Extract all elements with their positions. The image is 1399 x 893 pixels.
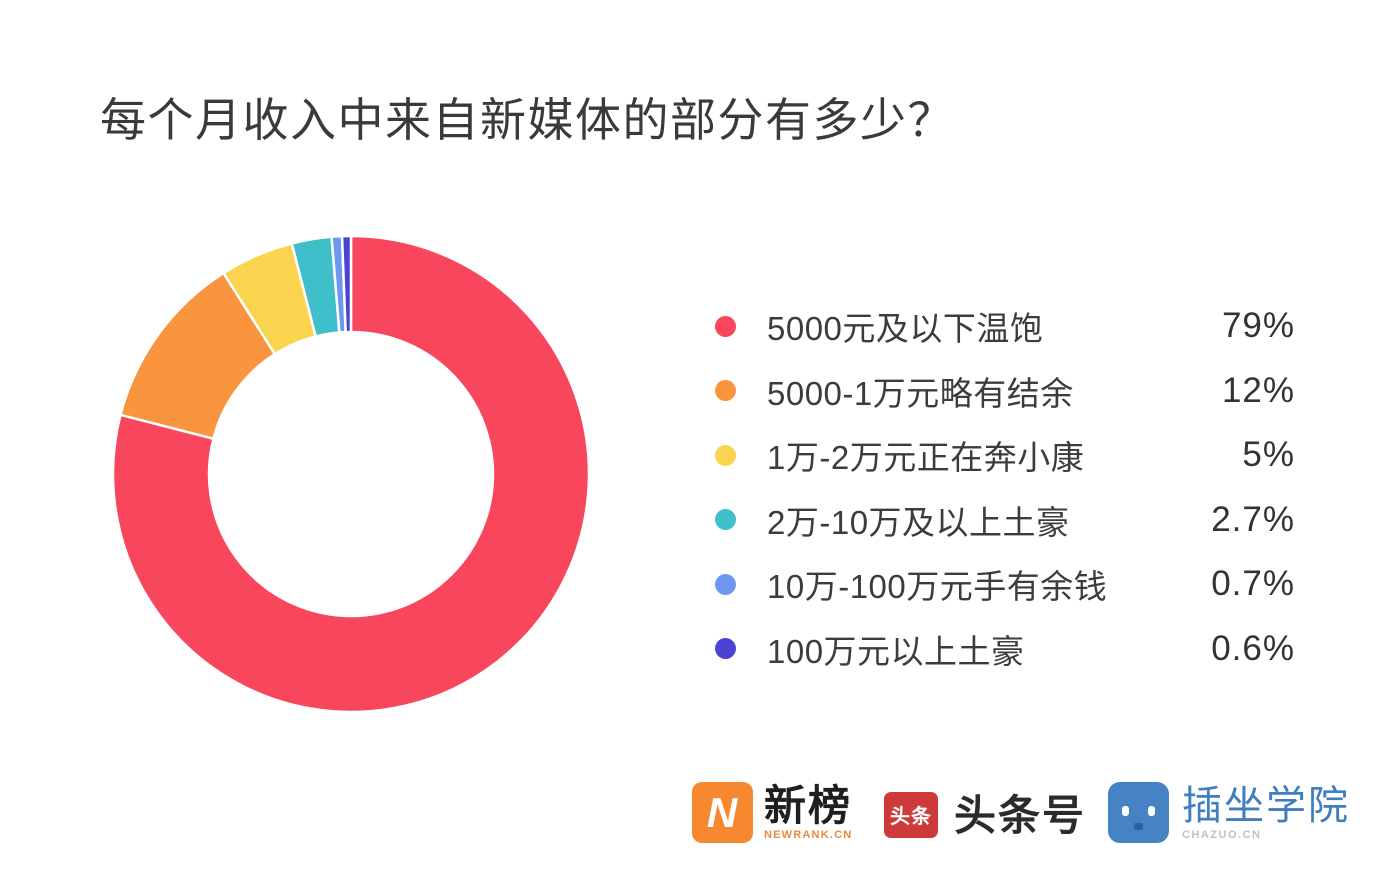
legend-dot-icon bbox=[715, 638, 736, 660]
chazuo-logo-text: 插坐学院 bbox=[1182, 784, 1350, 828]
newrank-n-icon: N bbox=[707, 789, 739, 836]
legend-dot-icon bbox=[715, 380, 736, 402]
legend-label: 5000-1万元略有结余 bbox=[767, 374, 1074, 412]
chazuo-face-eye-right bbox=[1148, 806, 1155, 816]
chart-title: 每个月收入中来自新媒体的部分有多少？ bbox=[100, 94, 955, 146]
chazuo-logo: 插坐学院 CHAZUO.CN bbox=[1108, 782, 1350, 843]
svg-text:N: N bbox=[707, 789, 739, 836]
legend-label: 2万-10万及以上土豪 bbox=[767, 503, 1070, 541]
chazuo-logo-subtext: CHAZUO.CN bbox=[1182, 829, 1262, 841]
chart-legend: 5000元及以下温饱 79% 5000-1万元略有结余 12% 1万-2万元正在… bbox=[705, 294, 1295, 681]
newrank-logo-subtext: NEWRANK.CN bbox=[764, 829, 853, 841]
legend-value: 2.7% bbox=[1211, 499, 1295, 539]
donut-chart bbox=[110, 233, 592, 715]
newrank-logo: N 新榜 NEWRANK.CN bbox=[692, 782, 852, 843]
toutiao-logo-icon: 头条 bbox=[884, 791, 938, 838]
legend-dot-icon bbox=[715, 509, 736, 531]
chazuo-logo-icon bbox=[1108, 782, 1169, 843]
legend-label: 1万-2万元正在奔小康 bbox=[767, 439, 1085, 477]
legend-value: 12% bbox=[1221, 370, 1295, 410]
legend-value: 79% bbox=[1221, 306, 1295, 346]
donut-slice-0 bbox=[111, 234, 591, 714]
legend-item-5: 100万元以上土豪 0.6% bbox=[705, 617, 1295, 682]
chazuo-face-eye-left bbox=[1122, 806, 1129, 816]
legend-label: 100万元以上土豪 bbox=[767, 632, 1025, 670]
legend-item-0: 5000元及以下温饱 79% bbox=[705, 294, 1295, 359]
legend-value: 5% bbox=[1242, 435, 1295, 475]
legend-dot-icon bbox=[715, 315, 736, 337]
legend-item-2: 1万-2万元正在奔小康 5% bbox=[705, 423, 1295, 488]
newrank-logo-icon: N bbox=[692, 782, 753, 843]
legend-item-3: 2万-10万及以上土豪 2.7% bbox=[705, 488, 1295, 553]
newrank-logo-text: 新榜 bbox=[764, 782, 853, 829]
legend-label: 10万-100万元手有余钱 bbox=[767, 568, 1108, 606]
toutiao-logo-text: 头条号 bbox=[954, 792, 1087, 839]
legend-value: 0.7% bbox=[1211, 564, 1295, 604]
legend-label: 5000元及以下温饱 bbox=[767, 310, 1044, 348]
donut-slice-5 bbox=[340, 234, 353, 334]
legend-item-1: 5000-1万元略有结余 12% bbox=[705, 359, 1295, 424]
legend-value: 0.6% bbox=[1211, 628, 1295, 668]
donut-chart-svg bbox=[111, 234, 591, 714]
chazuo-face-mouth bbox=[1134, 823, 1143, 830]
legend-dot-icon bbox=[715, 444, 736, 466]
legend-dot-icon bbox=[715, 573, 736, 595]
legend-item-4: 10万-100万元手有余钱 0.7% bbox=[705, 552, 1295, 617]
toutiao-logo: 头条 头条号 bbox=[884, 782, 1086, 843]
